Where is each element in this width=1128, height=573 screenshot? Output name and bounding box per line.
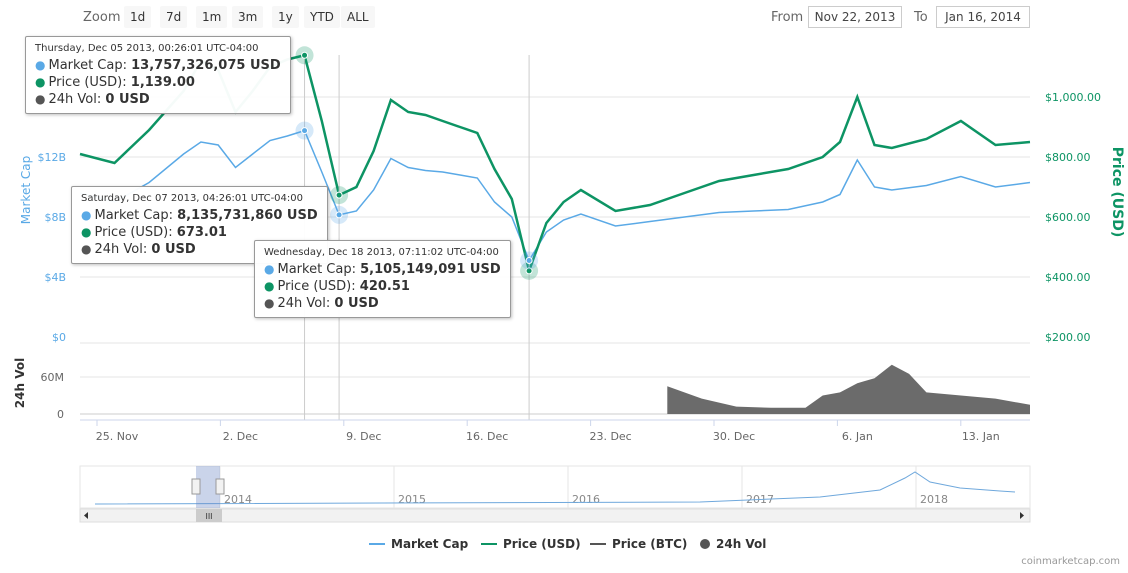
zoom-all-button[interactable]: ALL	[341, 6, 375, 28]
scrollbar-thumb	[196, 509, 222, 522]
range-toolbar: Zoom 1d 7d 1m 3m 1y YTD ALL From Nov 22,…	[0, 0, 1128, 34]
price-marker	[301, 51, 309, 59]
right-tick-label: $800.00	[1045, 151, 1091, 164]
tooltip-dec-05: Thursday, Dec 05 2013, 00:26:01 UTC-04:0…	[25, 36, 291, 114]
navigator-year-label: 2016	[572, 493, 600, 506]
legend-item-market-cap[interactable]: Market Cap	[369, 537, 468, 551]
to-label: To	[914, 10, 928, 25]
scroll-left-arrow	[84, 512, 88, 519]
volume-swatch	[700, 539, 710, 549]
volume-area	[667, 364, 1030, 414]
market-cap-line	[79, 129, 1031, 263]
scroll-right-arrow	[1020, 512, 1024, 519]
left-tick-label: $0	[52, 331, 66, 344]
zoom-1d-button[interactable]: 1d	[124, 6, 152, 28]
to-date-input[interactable]: Jan 16, 2014	[936, 6, 1030, 28]
tooltip-vol-label: 24h Vol:	[277, 296, 331, 311]
right-tick-label: $600.00	[1045, 211, 1091, 224]
price-marker	[335, 191, 343, 199]
tooltip-mcap-label: Market Cap:	[48, 58, 127, 73]
market-cap-marker	[525, 257, 533, 264]
x-tick-label: 6. Jan	[842, 430, 873, 443]
legend-label: Market Cap	[391, 537, 469, 551]
zoom-label: Zoom	[83, 10, 121, 25]
legend-item-price-btc[interactable]: Price (BTC)	[590, 537, 687, 551]
from-date-input[interactable]: Nov 22, 2013	[808, 6, 902, 28]
x-tick-label: 13. Jan	[962, 430, 1000, 443]
navigator-frame	[79, 465, 1031, 509]
x-tick-label: 16. Dec	[466, 430, 508, 443]
right-tick-label: $400.00	[1045, 271, 1091, 284]
x-tick-label: 2. Dec	[223, 430, 258, 443]
navigator-handle-left	[191, 478, 201, 495]
tooltip-price-value: 673.01	[176, 225, 227, 240]
left-tick-label: $8B	[44, 211, 66, 224]
scrollbar-grip: III	[205, 512, 212, 521]
axes: 25. Nov 2. Dec 9. Dec 16. Dec 23. Dec 30. Dec…	[13, 91, 1125, 443]
scrollbar-track	[79, 508, 1031, 523]
right-tick-label: $200.00	[1045, 331, 1091, 344]
navigator-handle-right	[215, 478, 225, 495]
price-btc-swatch	[590, 543, 606, 545]
tooltip-price-label: Price (USD):	[48, 75, 127, 90]
volume-tick-label: 60M	[41, 371, 65, 384]
right-axis-title: Price (USD)	[1109, 147, 1125, 238]
zoom-7d-button[interactable]: 7d	[160, 6, 188, 28]
volume-panel	[667, 364, 1030, 414]
legend-item-price-usd[interactable]: Price (USD)	[481, 537, 581, 551]
x-tick-label: 9. Dec	[346, 430, 381, 443]
legend-item-volume[interactable]: 24h Vol	[700, 537, 766, 551]
market-cap-marker	[301, 127, 309, 135]
tooltip-mcap-value: 13,757,326,075 USD	[131, 58, 281, 73]
hover-markers	[295, 46, 539, 420]
zoom-3m-button[interactable]: 3m	[232, 6, 264, 28]
zoom-1y-button[interactable]: 1y	[272, 6, 299, 28]
tooltip-date: Thursday, Dec 05 2013, 00:26:01 UTC-04:0…	[35, 43, 259, 54]
tooltip-vol-label: 24h Vol:	[48, 92, 102, 107]
left-tick-label: $12B	[37, 151, 66, 164]
legend-label: 24h Vol	[716, 537, 767, 551]
navigator-year-label: 2014	[224, 493, 252, 506]
price-usd-swatch	[481, 543, 497, 545]
tooltip-price-label: Price (USD):	[277, 279, 356, 294]
market-cap-swatch	[369, 543, 385, 545]
legend-label: Price (USD)	[503, 537, 581, 551]
tooltip-price-label: Price (USD):	[94, 225, 173, 240]
tooltip-vol-label: 24h Vol:	[94, 242, 148, 257]
x-tick-label: 25. Nov	[96, 430, 139, 443]
tooltip-price-value: 420.51	[359, 279, 410, 294]
x-tick-label: 23. Dec	[589, 430, 631, 443]
legend: Market Cap Price (USD) Price (BTC) 24h V…	[0, 537, 1128, 557]
credit-link[interactable]: coinmarketcap.com	[1021, 556, 1120, 567]
tooltip-mcap-label: Market Cap:	[94, 208, 173, 223]
right-tick-label: $1,000.00	[1045, 91, 1101, 104]
tooltip-mcap-label: Market Cap:	[277, 262, 356, 277]
zoom-ytd-button[interactable]: YTD	[304, 6, 340, 28]
tooltip-mcap-value: 8,135,731,860 USD	[177, 208, 318, 223]
tooltip-dec-18: Wednesday, Dec 18 2013, 07:11:02 UTC-04:…	[254, 240, 511, 318]
tooltip-price-value: 1,139.00	[130, 75, 195, 90]
from-label: From	[771, 10, 804, 25]
volume-axis-title: 24h Vol	[13, 358, 27, 408]
legend-label: Price (BTC)	[612, 537, 688, 551]
left-axis-title: Market Cap	[19, 156, 33, 224]
navigator-line	[94, 471, 1016, 505]
tooltip-date: Saturday, Dec 07 2013, 04:26:01 UTC-04:0…	[81, 193, 304, 204]
market-cap-marker	[335, 211, 343, 219]
tooltip-mcap-value: 5,105,149,091 USD	[360, 262, 501, 277]
tooltip-date: Wednesday, Dec 18 2013, 07:11:02 UTC-04:…	[264, 247, 499, 258]
zoom-1m-button[interactable]: 1m	[196, 6, 228, 28]
tooltip-vol-value: 0 USD	[105, 92, 150, 107]
x-tick-label: 30. Dec	[713, 430, 755, 443]
tooltip-vol-value: 0 USD	[151, 242, 196, 257]
navigator-year-label: 2015	[398, 493, 426, 506]
volume-tick-label: 0	[57, 408, 64, 421]
tooltip-vol-value: 0 USD	[334, 296, 379, 311]
left-tick-label: $4B	[44, 271, 66, 284]
navigator-year-label: 2018	[920, 493, 948, 506]
price-marker	[525, 267, 533, 275]
